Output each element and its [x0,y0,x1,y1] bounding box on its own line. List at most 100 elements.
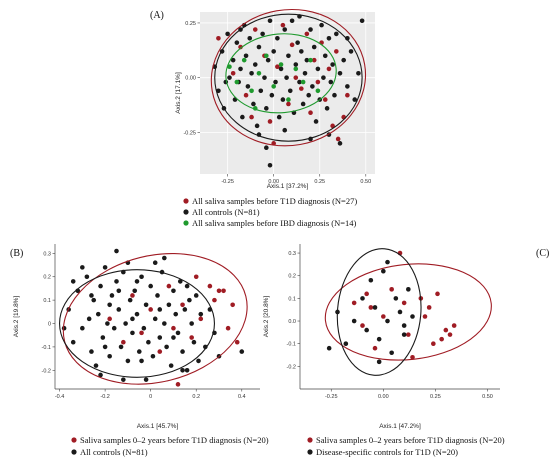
data-point [271,49,276,54]
legend-marker [71,437,77,443]
data-point [143,302,149,308]
data-point [227,64,232,70]
data-point [152,316,158,322]
data-point [328,79,334,85]
data-point [284,75,289,80]
data-point [447,332,453,337]
data-point [187,297,192,303]
legend-marker [71,449,77,455]
data-point [431,341,436,346]
y-tick-label: -0.25 [183,130,196,136]
data-point [230,302,235,308]
x-tick-label: -0.25 [325,394,338,400]
data-point [114,279,119,284]
data-point [130,316,135,322]
data-point [302,70,308,76]
y-tick-label: 0 [48,322,51,328]
y-tick-label: 0.3 [43,251,51,257]
data-point [107,353,112,359]
data-point [98,372,103,378]
legend-label: All controls (N=81) [80,447,148,457]
confidence-ellipse [210,8,367,147]
data-point [216,88,221,94]
data-point [282,27,288,32]
series-1 [351,250,457,360]
data-point [267,18,273,24]
data-point [406,332,411,337]
y-tick-label: 0.2 [288,274,296,280]
data-point [293,66,299,72]
legend: Saliva samples 0–2 years before T1D diag… [71,435,269,457]
data-point [164,344,169,350]
data-point [275,35,280,41]
data-point [264,145,269,151]
data-point [271,84,276,89]
data-point [130,293,135,298]
series-1 [107,274,240,387]
data-point [180,367,185,373]
data-point [166,302,172,308]
x-tick-label: 0.50 [360,179,371,185]
data-point [264,106,269,111]
y-axis-title: Axis.2 [19.8%] [13,296,20,338]
data-point [198,316,204,322]
data-point [162,255,167,261]
data-point [150,353,156,359]
data-point [304,31,310,37]
data-point [171,325,176,331]
data-point [393,296,399,301]
legend-label: Saliva samples 0–2 years before T1D diag… [80,435,269,445]
data-point [118,344,124,350]
data-point [286,97,291,102]
data-point [337,70,343,76]
x-tick-label: -0.25 [221,179,234,185]
data-point [171,288,176,294]
data-point [230,57,236,63]
legend-marker [307,449,313,455]
data-point [241,57,247,63]
data-point [385,259,390,265]
data-point [271,141,276,146]
legend: Saliva samples 0–2 years before T1D diag… [307,435,505,457]
data-point [389,350,394,356]
x-tick-label: 0.50 [482,394,493,400]
data-point [337,141,343,146]
data-point [177,279,183,284]
data-point [184,283,190,289]
data-point [315,79,321,85]
data-point [155,293,160,298]
legend-marker [183,198,189,204]
data-point [273,79,278,85]
data-point [297,79,302,85]
data-point [207,283,213,289]
panel-letter: (A) [150,10,164,21]
data-point [249,114,254,120]
data-point [308,57,313,63]
data-point [315,88,321,94]
legend-marker [183,209,189,215]
data-point [289,18,295,24]
data-point [276,114,282,120]
x-axis-title: Axis.1 [45.7%] [137,423,179,430]
data-point [171,335,176,340]
data-point [372,345,378,351]
data-point [313,119,319,124]
data-point [341,57,346,63]
data-point [308,27,313,32]
data-point [368,277,374,283]
data-point [376,336,382,342]
data-point [134,311,140,317]
data-point [221,288,226,294]
data-point [262,75,267,80]
data-point [264,53,269,59]
data-point [123,321,128,326]
data-point [166,283,172,289]
data-point [364,291,369,297]
data-point [80,325,85,331]
data-point [372,305,378,310]
data-point [105,321,110,326]
data-point [300,101,306,107]
confidence-ellipse [324,263,492,361]
data-point [326,35,332,41]
